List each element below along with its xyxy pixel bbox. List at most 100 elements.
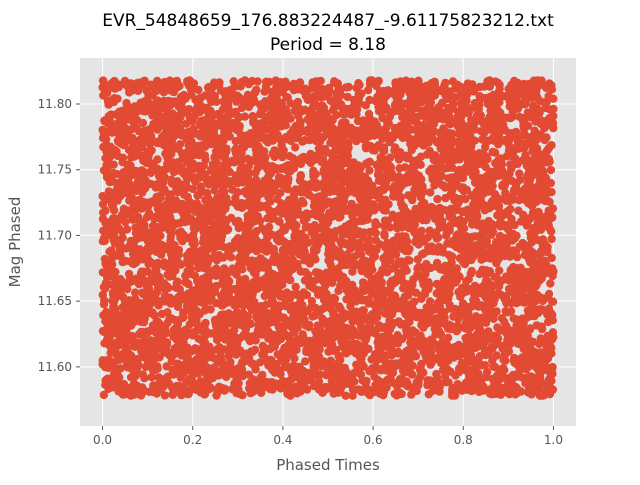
data-point xyxy=(544,92,552,100)
data-point xyxy=(201,319,209,327)
data-point xyxy=(319,362,327,370)
data-point xyxy=(342,83,350,91)
data-point xyxy=(325,114,333,122)
data-point xyxy=(258,146,266,154)
data-point xyxy=(243,239,251,247)
data-point xyxy=(479,245,487,253)
data-point xyxy=(164,80,172,88)
data-point xyxy=(131,200,139,208)
data-point xyxy=(225,95,233,103)
data-point xyxy=(507,87,515,95)
data-point xyxy=(110,161,118,169)
data-point xyxy=(104,97,112,105)
data-point xyxy=(328,266,336,274)
data-point xyxy=(256,303,264,311)
data-point xyxy=(197,253,205,261)
data-point xyxy=(374,376,382,384)
data-point xyxy=(126,241,134,249)
data-point xyxy=(428,171,436,179)
data-point xyxy=(216,113,224,121)
data-point xyxy=(250,347,258,355)
data-point xyxy=(102,376,110,384)
data-point xyxy=(197,384,205,392)
data-point xyxy=(362,101,370,109)
data-point xyxy=(244,91,252,99)
data-point xyxy=(240,279,248,287)
data-point xyxy=(522,97,530,105)
data-point xyxy=(292,83,300,91)
data-point xyxy=(206,329,214,337)
data-point xyxy=(548,254,556,262)
data-point xyxy=(523,222,531,230)
data-point xyxy=(517,90,525,98)
data-point xyxy=(284,388,292,396)
data-point xyxy=(122,99,130,107)
data-point xyxy=(297,154,305,162)
data-point xyxy=(392,250,400,258)
data-point xyxy=(249,113,257,121)
data-point xyxy=(221,385,229,393)
data-point xyxy=(547,166,555,174)
data-point xyxy=(179,338,187,346)
data-point xyxy=(542,133,550,141)
data-point xyxy=(467,115,475,123)
data-point xyxy=(129,138,137,146)
data-point xyxy=(231,146,239,154)
data-point xyxy=(299,188,307,196)
data-point xyxy=(407,126,415,134)
data-point xyxy=(188,368,196,376)
data-point xyxy=(228,108,236,116)
data-point xyxy=(299,199,307,207)
data-point xyxy=(377,172,385,180)
data-point xyxy=(519,211,527,219)
data-point xyxy=(117,354,125,362)
data-point xyxy=(105,120,113,128)
data-point xyxy=(219,253,227,261)
data-point xyxy=(196,171,204,179)
data-point xyxy=(347,187,355,195)
data-point xyxy=(155,85,163,93)
data-point xyxy=(297,380,305,388)
data-point xyxy=(265,223,273,231)
data-point xyxy=(310,248,318,256)
data-point xyxy=(480,281,488,289)
data-point xyxy=(449,312,457,320)
data-point xyxy=(548,297,556,305)
data-point xyxy=(125,88,133,96)
data-point xyxy=(139,275,147,283)
data-point xyxy=(288,248,296,256)
data-point xyxy=(537,334,545,342)
data-point xyxy=(152,212,160,220)
data-point xyxy=(324,198,332,206)
data-point xyxy=(472,287,480,295)
data-point xyxy=(140,374,148,382)
data-point xyxy=(212,391,220,399)
data-point xyxy=(308,119,316,127)
data-point xyxy=(237,82,245,90)
data-point xyxy=(471,99,479,107)
data-point xyxy=(536,258,544,266)
data-point xyxy=(314,290,322,298)
data-point xyxy=(183,279,191,287)
data-point xyxy=(276,237,284,245)
data-point xyxy=(136,245,144,253)
data-point xyxy=(241,350,249,358)
data-point xyxy=(227,253,235,261)
data-point xyxy=(226,158,234,166)
data-point xyxy=(348,212,356,220)
data-point xyxy=(355,369,363,377)
data-point xyxy=(348,392,356,400)
data-point xyxy=(241,231,249,239)
data-point xyxy=(533,136,541,144)
data-point xyxy=(282,93,290,101)
data-point xyxy=(315,144,323,152)
data-point xyxy=(172,382,180,390)
data-point xyxy=(448,164,456,172)
data-point xyxy=(315,133,323,141)
data-point xyxy=(291,143,299,151)
data-point xyxy=(477,319,485,327)
data-point xyxy=(317,203,325,211)
data-point xyxy=(311,155,319,163)
data-point xyxy=(199,103,207,111)
